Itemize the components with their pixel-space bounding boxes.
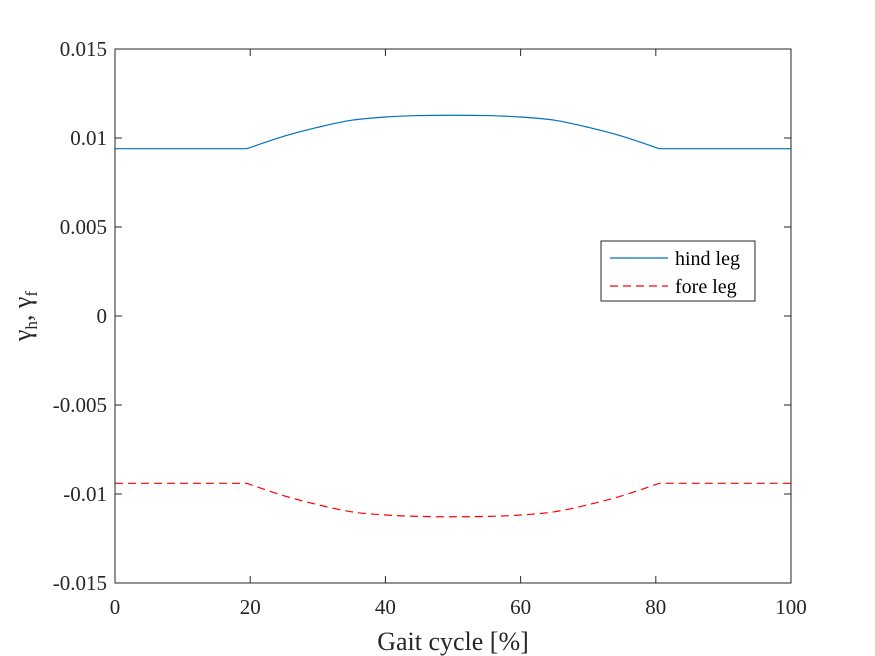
y-label-sub-h: h [22, 321, 41, 330]
y-tick-label: 0 [97, 304, 108, 328]
y-label-gamma-h: γ [8, 330, 37, 343]
series-layer [115, 114, 791, 518]
y-label-separator: , [8, 308, 37, 321]
y-label-gamma-f: γ [8, 297, 37, 310]
x-tick-label: 80 [645, 595, 666, 619]
x-axis-label: Gait cycle [%] [377, 627, 529, 656]
legend-label-fore-leg: fore leg [675, 276, 737, 298]
legend-box [600, 240, 756, 302]
plot-area [115, 49, 791, 583]
y-tick-label: -0.005 [53, 393, 107, 417]
x-tick-label: 40 [375, 595, 396, 619]
x-tick-label: 60 [510, 595, 531, 619]
y-tick-label: 0.01 [70, 126, 107, 150]
x-tick-label: 100 [775, 595, 807, 619]
series-line-hind-leg [115, 114, 791, 150]
y-tick-label: 0.005 [60, 215, 107, 239]
y-axis-label: γh, γf [8, 291, 41, 343]
y-tick-label: -0.015 [53, 571, 107, 595]
tick-layer: 0 20 40 60 80 100 0.015 0.01 0.005 0 -0.005 -0.01 -0… [53, 37, 807, 619]
y-label-sub-f: f [22, 291, 41, 297]
x-tick-label: 20 [240, 595, 261, 619]
x-tick-label: 0 [110, 595, 121, 619]
series-line-fore-leg [115, 482, 791, 518]
legend: hind leg fore leg [600, 240, 756, 302]
y-tick-label: -0.01 [63, 482, 107, 506]
y-tick-label: 0.015 [60, 37, 107, 61]
axes-box [114, 48, 792, 584]
legend-label-hind-leg: hind leg [675, 248, 740, 270]
